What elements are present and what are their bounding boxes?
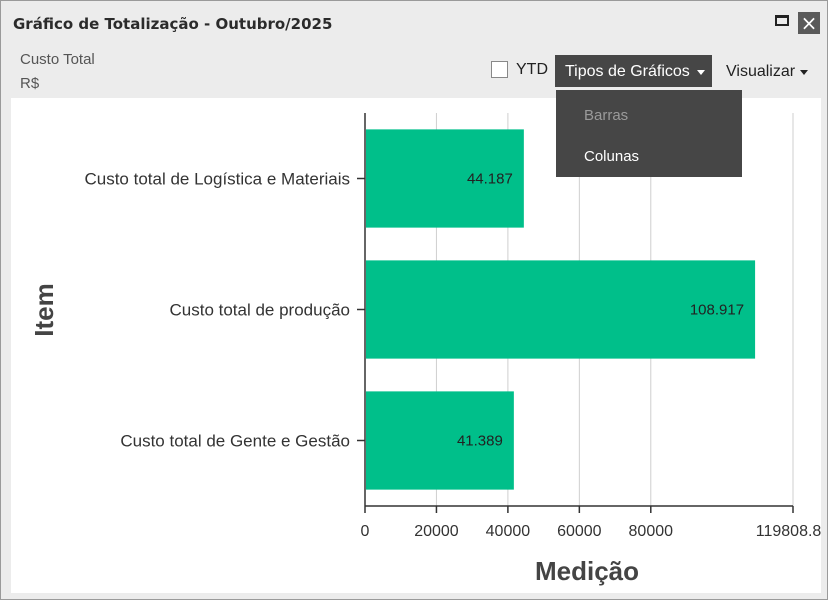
bar-value-label: 108.917 (690, 302, 744, 319)
close-icon[interactable]: × (798, 12, 820, 34)
bar-value-label: 44.187 (467, 171, 513, 188)
chevron-down-icon (697, 70, 705, 75)
bar-chart: 44.187 Custo total de Logística e Materia… (29, 113, 828, 586)
bar[interactable] (366, 391, 514, 490)
toolbar: Custo Total R$ YTD Tipos de Gráficos Vis… (1, 43, 827, 97)
category-label: Custo total de Logística e Materiais (84, 170, 350, 189)
x-tick-label: 0 (361, 523, 370, 540)
bar-value-label: 41.389 (457, 433, 503, 450)
ytd-checkbox[interactable] (491, 61, 508, 78)
ytd-label[interactable]: YTD (516, 61, 548, 78)
maximize-icon[interactable] (775, 15, 789, 26)
chart-area: 44.187 Custo total de Logística e Materia… (11, 98, 828, 593)
chart-types-menu: Barras Colunas (556, 90, 742, 177)
x-tick-label: 80000 (629, 523, 674, 540)
x-tick-label: 40000 (486, 523, 531, 540)
chart-subtitle: Custo Total (20, 51, 95, 68)
window-title: Gráfico de Totalização - Outubro/2025 (13, 15, 333, 33)
chevron-down-icon (800, 70, 808, 75)
category-label: Custo total de produção (169, 301, 350, 320)
x-axis-title: Medição (535, 556, 639, 586)
bar[interactable] (366, 129, 524, 228)
view-button[interactable]: Visualizar (718, 55, 818, 87)
chart-types-label: Tipos de Gráficos (565, 63, 690, 80)
chart-types-button[interactable]: Tipos de Gráficos (555, 55, 712, 87)
view-label: Visualizar (726, 63, 796, 80)
x-tick-label: 20000 (414, 523, 459, 540)
x-tick-label: 119808.81 (756, 523, 821, 540)
currency-label: R$ (20, 75, 40, 92)
title-bar: Gráfico de Totalização - Outubro/2025 × (1, 1, 827, 43)
menu-item-barras[interactable]: Barras (584, 107, 629, 124)
x-tick-label: 60000 (557, 523, 602, 540)
menu-item-colunas[interactable]: Colunas (584, 148, 640, 165)
y-axis-title: Item (29, 283, 59, 336)
bar[interactable] (366, 260, 756, 359)
category-label: Custo total de Gente e Gestão (120, 432, 350, 451)
